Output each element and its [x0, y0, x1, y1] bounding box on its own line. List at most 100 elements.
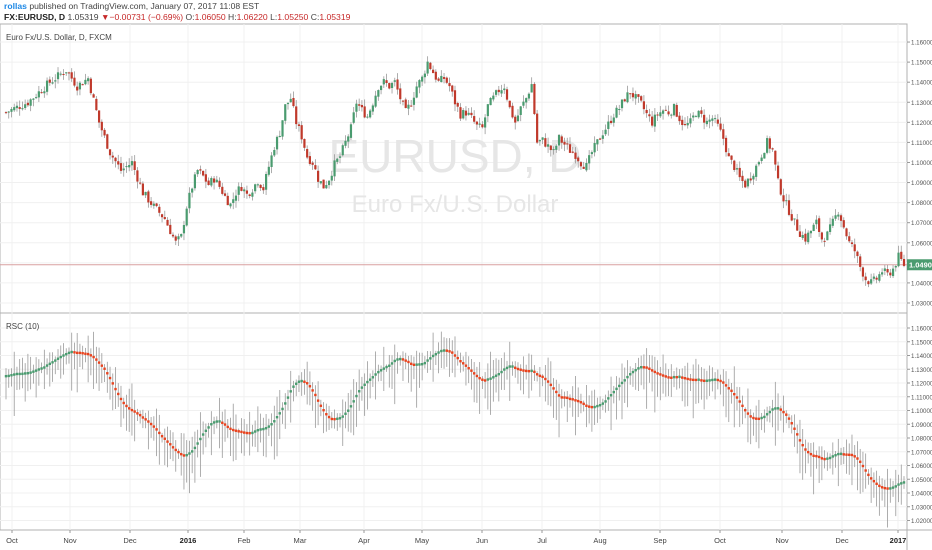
candle-body [790, 214, 793, 221]
rsc-point [429, 357, 432, 360]
candle-body [801, 235, 804, 239]
rsc-point [538, 374, 542, 378]
rsc-point [144, 418, 147, 421]
rsc-price-tick-label: 1.06000 [911, 463, 932, 470]
rsc-point [316, 399, 320, 402]
rsc-point [670, 376, 673, 379]
rsc-point [341, 415, 344, 418]
rsc-point [34, 369, 38, 372]
rsc-point [423, 361, 427, 365]
candle-body [640, 96, 643, 101]
main-price-tick-label: 1.16000 [911, 40, 932, 47]
candle-body [78, 82, 82, 90]
rsc-point [336, 417, 339, 421]
rsc-price-axis[interactable]: 1.16000 1.15000 1.14000 1.13000 1.12000 1.110… [907, 326, 932, 526]
rsc-point [160, 434, 164, 438]
rsc-point [284, 402, 287, 405]
rsc-point [152, 425, 156, 428]
rsc-point [492, 376, 495, 379]
candle-body [826, 231, 829, 241]
rsc-point [864, 469, 867, 472]
candle-body [399, 88, 402, 100]
last-price: 1.05319 [67, 12, 99, 22]
rsc-point [163, 437, 166, 440]
candle-body [530, 84, 533, 93]
rsc-point [667, 376, 670, 379]
ohlc-legend: FX:EURUSD, D 1.05319 ▼−0.00731 (−0.69%) … [4, 12, 350, 23]
rsc-point [40, 367, 43, 370]
rsc-point [232, 428, 235, 432]
candle-body [620, 99, 624, 109]
main-price-tick-label: 1.15000 [911, 60, 932, 67]
rsc-point [774, 407, 777, 410]
candle-body [667, 111, 670, 115]
rsc-point [713, 378, 717, 381]
rsc-point [368, 378, 372, 381]
rsc-point [344, 412, 347, 415]
candle-body [136, 170, 139, 182]
rsc-point [420, 363, 424, 366]
rsc-point [596, 404, 599, 408]
rsc-series [4, 331, 906, 528]
rsc-point [494, 374, 498, 377]
candle-body [169, 224, 172, 235]
rsc-point [902, 481, 906, 484]
rsc-point [78, 351, 82, 355]
rsc-point [177, 450, 180, 454]
candle-body [4, 112, 8, 114]
rsc-point [719, 379, 722, 383]
rsc-point [396, 358, 399, 361]
candle-body [87, 78, 90, 82]
change-value: −0.00731 (−0.69%) [109, 12, 184, 22]
rsc-point [574, 399, 577, 402]
rsc-point [645, 366, 648, 369]
rsc-point [122, 401, 125, 405]
candle-body [229, 203, 232, 207]
time-axis[interactable]: Oct Nov Dec 2016 Feb Mar Apr May Jun Jul Aug Sep Oct… [6, 530, 906, 545]
rsc-point [292, 385, 295, 388]
rsc-pane-label: RSC (10) [6, 322, 40, 331]
rsc-point [190, 450, 194, 453]
last-price-tag-label: 1.04904 [909, 260, 932, 269]
time-tick-label: Mar [294, 536, 307, 545]
rsc-point [62, 354, 65, 357]
rsc-point [549, 383, 553, 387]
rsc-point [218, 420, 221, 423]
rsc-point [448, 350, 451, 353]
author-link[interactable]: rollas [4, 1, 27, 11]
candle-body [426, 61, 429, 74]
rsc-point [100, 364, 104, 367]
candle-body [771, 148, 774, 150]
candle-body [560, 136, 563, 143]
candle-body [481, 124, 484, 128]
rsc-point [325, 413, 328, 416]
candle-body [796, 219, 799, 231]
candle-body [511, 105, 514, 118]
candle-body [664, 109, 667, 111]
candle-body [694, 116, 698, 118]
rsc-point [861, 464, 865, 468]
rsc-point [555, 390, 558, 394]
rsc-point [894, 485, 897, 488]
rsc-point [56, 357, 60, 360]
candle-body [48, 79, 51, 83]
rsc-point [631, 370, 635, 374]
rsc-point [29, 371, 32, 374]
candle-body [67, 72, 71, 74]
candle-body [889, 272, 892, 276]
rsc-point [264, 427, 268, 430]
rsc-point [620, 381, 624, 385]
rsc-price-tick-label: 1.12000 [911, 381, 932, 388]
candle-body [601, 135, 604, 139]
candle-body [174, 236, 177, 241]
candle-body [705, 120, 708, 125]
open-label: O: [185, 12, 195, 22]
close-label: C: [310, 12, 320, 22]
candle-body [492, 95, 495, 100]
rsc-point [399, 357, 402, 361]
rsc-point [722, 381, 725, 384]
rsc-point [697, 378, 700, 381]
candle-body [355, 103, 358, 112]
candle-body [700, 110, 703, 114]
